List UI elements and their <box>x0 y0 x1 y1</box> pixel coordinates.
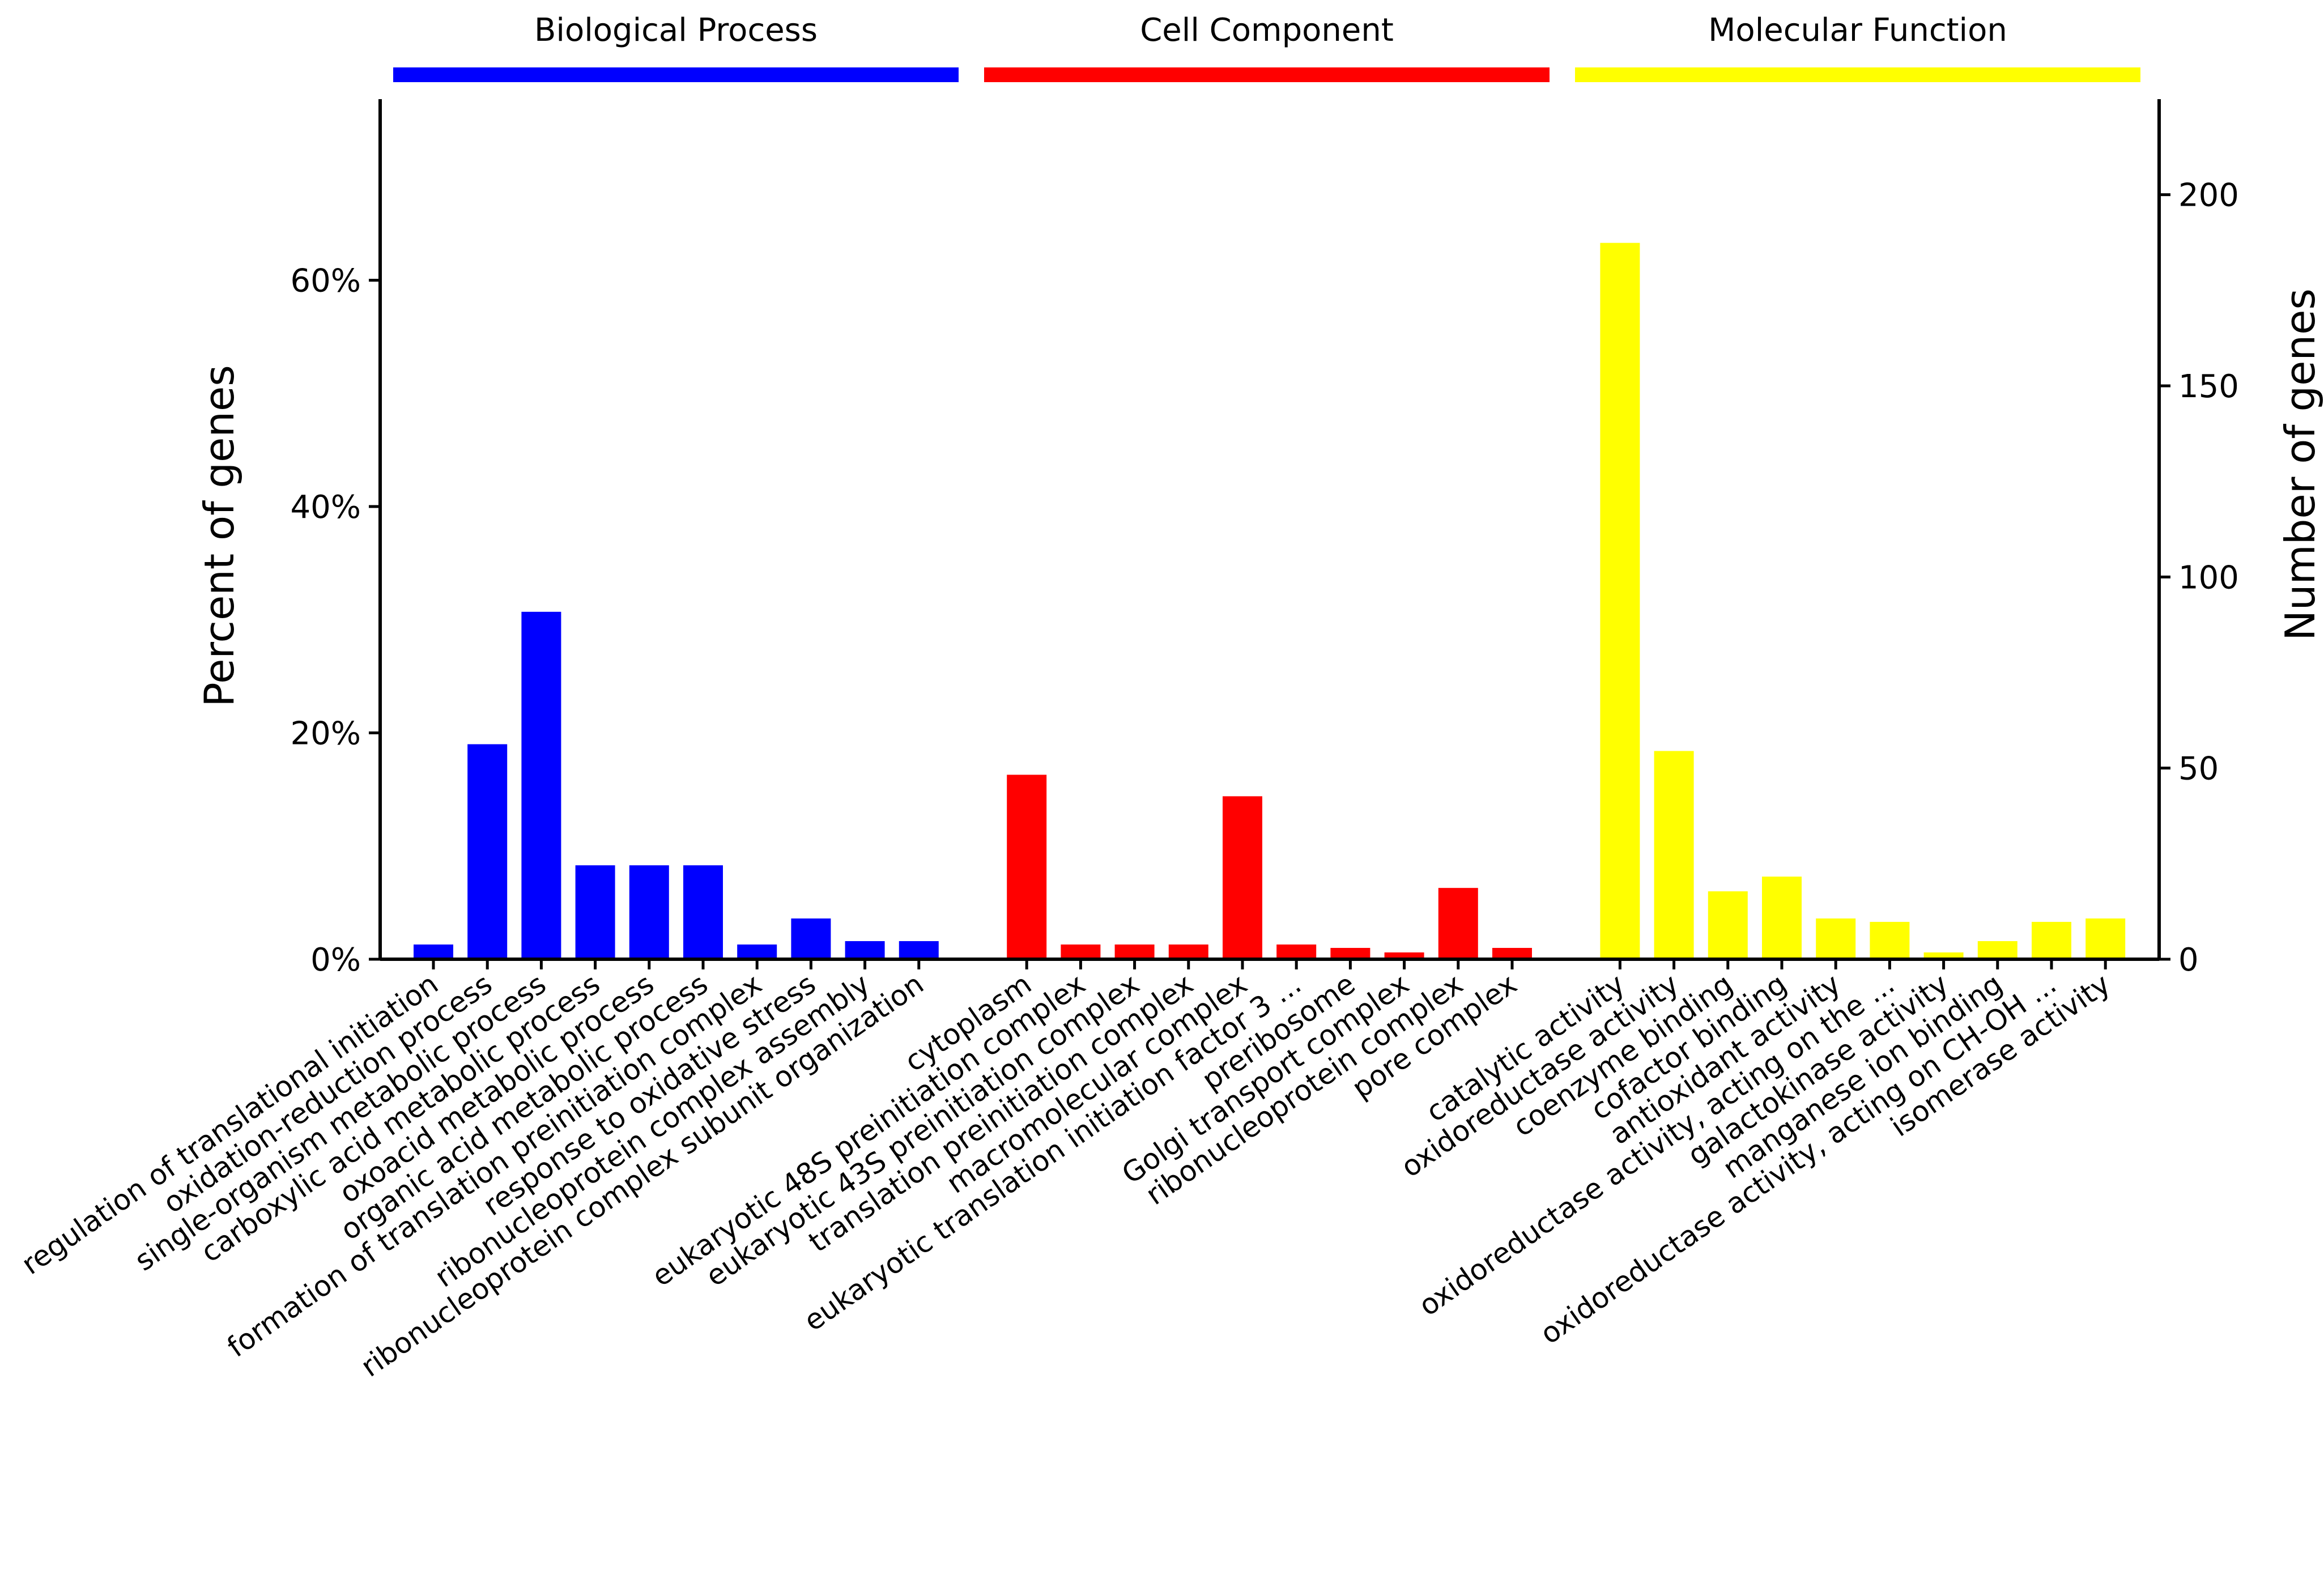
left-tick-label: 60% <box>291 263 361 300</box>
bar-cell-component-10 <box>1492 948 1532 959</box>
group-headers: Biological Process Cell Component Molecula… <box>393 12 2140 82</box>
right-tick-label: 100 <box>2178 559 2239 596</box>
bar-molecular-function-2 <box>1654 751 1694 959</box>
bar-molecular-function-9 <box>2032 922 2071 959</box>
right-tick-label: 200 <box>2178 177 2239 214</box>
left-tick-label: 0% <box>310 942 361 978</box>
bar-cell-component-4 <box>1168 944 1208 959</box>
left-axis-title: Percent of genes <box>195 365 243 707</box>
bar-biological-process-2 <box>467 744 508 959</box>
bar-cell-component-8 <box>1384 952 1424 959</box>
right-axis-title: Number of genes <box>2276 288 2324 641</box>
group-header-bar-cell-component <box>984 67 1550 82</box>
bar-molecular-function-8 <box>1977 941 2017 959</box>
left-tick-label: 40% <box>291 489 361 526</box>
bar-cell-component-9 <box>1438 888 1478 959</box>
bar-molecular-function-5 <box>1816 918 1856 959</box>
bar-molecular-function-3 <box>1708 891 1748 959</box>
right-tick-label: 0 <box>2178 942 2199 978</box>
right-tick-label: 50 <box>2178 751 2219 788</box>
bar-cell-component-5 <box>1223 796 1262 959</box>
bar-molecular-function-6 <box>1870 922 1910 959</box>
group-label-biological-process: Biological Process <box>534 12 818 49</box>
bar-biological-process-10 <box>899 941 939 959</box>
bar-biological-process-4 <box>575 865 615 959</box>
axes <box>378 99 2161 961</box>
bar-molecular-function-10 <box>2085 918 2126 959</box>
bar-biological-process-3 <box>521 611 561 959</box>
bar-cell-component-7 <box>1330 948 1370 959</box>
group-label-cell-component: Cell Component <box>1140 12 1394 49</box>
bar-cell-component-2 <box>1061 944 1101 959</box>
bar-biological-process-1 <box>414 944 453 959</box>
bar-biological-process-6 <box>683 865 723 959</box>
axis-ticks: 0% 20% 40% 60% 0 50 100 150 200 <box>291 177 2239 978</box>
bar-biological-process-8 <box>791 918 831 959</box>
category-labels: regulation of translational initiationox… <box>16 967 2116 1383</box>
bar-cell-component-3 <box>1114 944 1155 959</box>
bars <box>414 242 2126 960</box>
bar-molecular-function-4 <box>1762 877 1802 959</box>
bar-molecular-function-7 <box>1923 952 1964 959</box>
group-header-bar-molecular-function <box>1575 67 2140 82</box>
group-header-bar-biological-process <box>393 67 959 82</box>
bar-biological-process-5 <box>629 865 669 959</box>
right-tick-label: 150 <box>2178 368 2239 405</box>
bar-cell-component-1 <box>1007 775 1047 959</box>
left-tick-label: 20% <box>291 716 361 752</box>
bar-biological-process-7 <box>737 944 777 959</box>
bar-molecular-function-1 <box>1600 242 1640 960</box>
bar-biological-process-9 <box>845 941 885 959</box>
bar-cell-component-6 <box>1276 944 1317 959</box>
group-label-molecular-function: Molecular Function <box>1708 12 2007 49</box>
